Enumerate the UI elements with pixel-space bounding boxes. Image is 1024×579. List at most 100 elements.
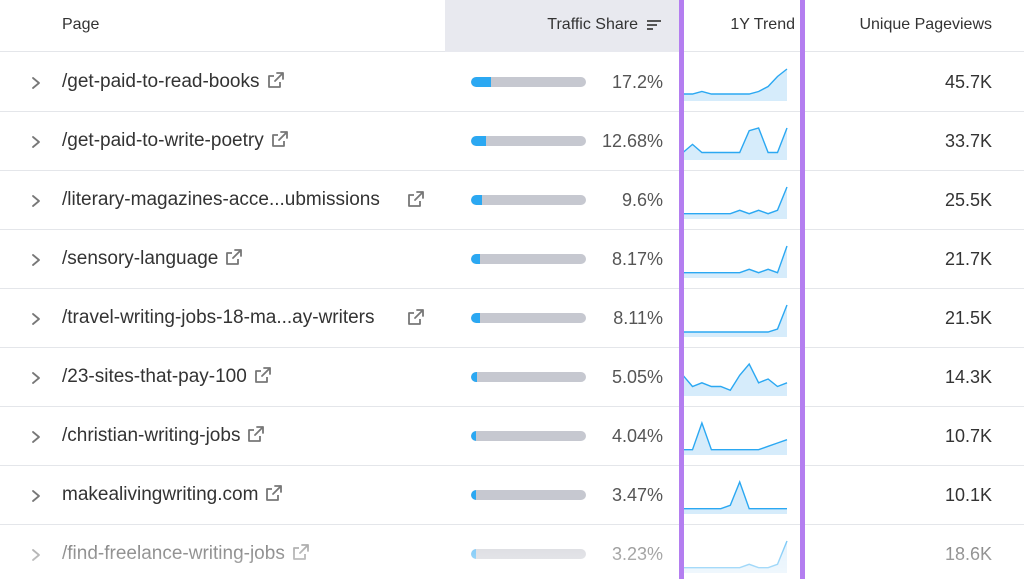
col-header-unique-pageviews[interactable]: Unique Pageviews [859, 16, 992, 33]
trend-line [683, 127, 788, 154]
col-header-page[interactable]: Page [62, 16, 100, 33]
page-url-link[interactable]: /get-paid-to-write-poetry [62, 130, 289, 152]
traffic-share-value: 17.2% [611, 72, 663, 92]
traffic-share-bar [471, 195, 586, 205]
external-link-icon[interactable] [265, 484, 283, 502]
chevron-right-icon[interactable] [30, 312, 42, 326]
external-link-icon[interactable] [267, 71, 285, 89]
page-url-text: /literary-magazines-acce...ubmissions [62, 189, 380, 210]
external-link-icon[interactable] [247, 425, 265, 443]
unique-pageviews-value: 25.5K [944, 190, 992, 210]
trend-sparkline[interactable] [683, 358, 789, 396]
traffic-share-value: 3.23% [611, 544, 663, 564]
trend-area [683, 482, 787, 514]
table-row[interactable]: /literary-magazines-acce...ubmissions 9.… [0, 171, 1024, 230]
traffic-share-value: 3.47% [611, 485, 663, 505]
traffic-share-value: 9.6% [621, 190, 663, 210]
trend-sparkline[interactable] [683, 181, 789, 219]
traffic-share-bar-fill [471, 313, 480, 323]
page-url-link[interactable]: /find-freelance-writing-jobs [62, 543, 310, 565]
col-header-trend[interactable]: 1Y Trend [730, 16, 795, 33]
unique-pageviews-value: 10.7K [944, 426, 992, 446]
chevron-right-icon[interactable] [30, 548, 42, 562]
trend-sparkline[interactable] [683, 417, 789, 455]
trend-sparkline[interactable] [683, 476, 789, 514]
trend-area [683, 69, 787, 101]
trend-sparkline[interactable] [683, 299, 789, 337]
chevron-right-icon[interactable] [30, 253, 42, 267]
unique-pageviews-value: 33.7K [944, 131, 992, 151]
trend-sparkline[interactable] [683, 240, 789, 278]
page-url-link[interactable]: /literary-magazines-acce...ubmissions [62, 189, 380, 211]
trend-sparkline[interactable] [683, 122, 789, 160]
external-link-icon[interactable] [407, 190, 425, 208]
external-link-icon[interactable] [271, 130, 289, 148]
traffic-share-bar [471, 490, 586, 500]
traffic-share-bar [471, 136, 586, 146]
trend-area [683, 128, 787, 160]
chevron-right-icon[interactable] [30, 430, 42, 444]
table-row[interactable]: /find-freelance-writing-jobs 3.23% 18.6K [0, 525, 1024, 579]
unique-pageviews-value: 21.5K [944, 308, 992, 328]
traffic-share-value: 8.17% [611, 249, 663, 269]
traffic-share-bar [471, 254, 586, 264]
external-link-icon[interactable] [292, 543, 310, 561]
traffic-share-bar [471, 549, 586, 559]
table-row[interactable]: /get-paid-to-write-poetry 12.68% 33.7K [0, 112, 1024, 171]
col-header-traffic-share[interactable]: Traffic Share [547, 16, 638, 33]
chevron-right-icon[interactable] [30, 371, 42, 385]
trend-sparkline[interactable] [683, 535, 789, 573]
trend-sparkline[interactable] [683, 63, 789, 101]
unique-pageviews-value: 45.7K [944, 72, 992, 92]
page-url-text: makealivingwriting.com [62, 484, 259, 505]
traffic-share-bar [471, 431, 586, 441]
chevron-right-icon[interactable] [30, 489, 42, 503]
traffic-share-bar-fill [471, 136, 486, 146]
page-url-link[interactable]: /sensory-language [62, 248, 243, 270]
page-url-text: /christian-writing-jobs [62, 425, 241, 446]
unique-pageviews-value: 21.7K [944, 249, 992, 269]
traffic-share-bar-fill [471, 254, 480, 264]
page-url-link[interactable]: /travel-writing-jobs-18-ma...ay-writers [62, 307, 375, 329]
page-url-link[interactable]: makealivingwriting.com [62, 484, 283, 506]
page-url-link[interactable]: /christian-writing-jobs [62, 425, 265, 447]
trend-area [683, 305, 787, 337]
traffic-share-bar [471, 313, 586, 323]
sort-descending-icon[interactable] [646, 17, 662, 33]
trend-area [683, 364, 787, 396]
traffic-share-value: 4.04% [611, 426, 663, 446]
table-row[interactable]: /christian-writing-jobs 4.04% 10.7K [0, 407, 1024, 466]
chevron-right-icon[interactable] [30, 194, 42, 208]
table-row[interactable]: /get-paid-to-read-books 17.2% 45.7K [0, 53, 1024, 112]
page-url-text: /find-freelance-writing-jobs [62, 543, 285, 564]
table-row[interactable]: /travel-writing-jobs-18-ma...ay-writers … [0, 289, 1024, 348]
table-row[interactable]: /sensory-language 8.17% 21.7K [0, 230, 1024, 289]
page-url-text: /travel-writing-jobs-18-ma...ay-writers [62, 307, 375, 328]
table-row[interactable]: /23-sites-that-pay-100 5.05% 14.3K [0, 348, 1024, 407]
trend-line [683, 68, 788, 95]
chevron-right-icon[interactable] [30, 135, 42, 149]
traffic-share-bar [471, 372, 586, 382]
page-url-text: /get-paid-to-write-poetry [62, 130, 264, 151]
table-row[interactable]: makealivingwriting.com 3.47% 10.1K [0, 466, 1024, 525]
traffic-share-value: 5.05% [611, 367, 663, 387]
page-url-link[interactable]: /23-sites-that-pay-100 [62, 366, 272, 388]
external-link-icon[interactable] [225, 248, 243, 266]
traffic-share-bar-fill [471, 490, 476, 500]
trend-line [683, 362, 788, 392]
trend-line [683, 245, 788, 274]
sorted-column-bg [445, 0, 681, 52]
external-link-icon[interactable] [254, 366, 272, 384]
traffic-share-bar-fill [471, 195, 482, 205]
chevron-right-icon[interactable] [30, 76, 42, 90]
unique-pageviews-value: 14.3K [944, 367, 992, 387]
trend-line [683, 480, 787, 510]
page-url-text: /23-sites-that-pay-100 [62, 366, 247, 387]
unique-pageviews-value: 18.6K [944, 544, 992, 564]
page-url-link[interactable]: /get-paid-to-read-books [62, 71, 285, 93]
trend-area [683, 423, 787, 455]
traffic-share-bar-fill [471, 549, 476, 559]
table-header: Page Traffic Share 1Y Trend Unique Pagev… [0, 0, 1024, 52]
external-link-icon[interactable] [407, 308, 425, 326]
